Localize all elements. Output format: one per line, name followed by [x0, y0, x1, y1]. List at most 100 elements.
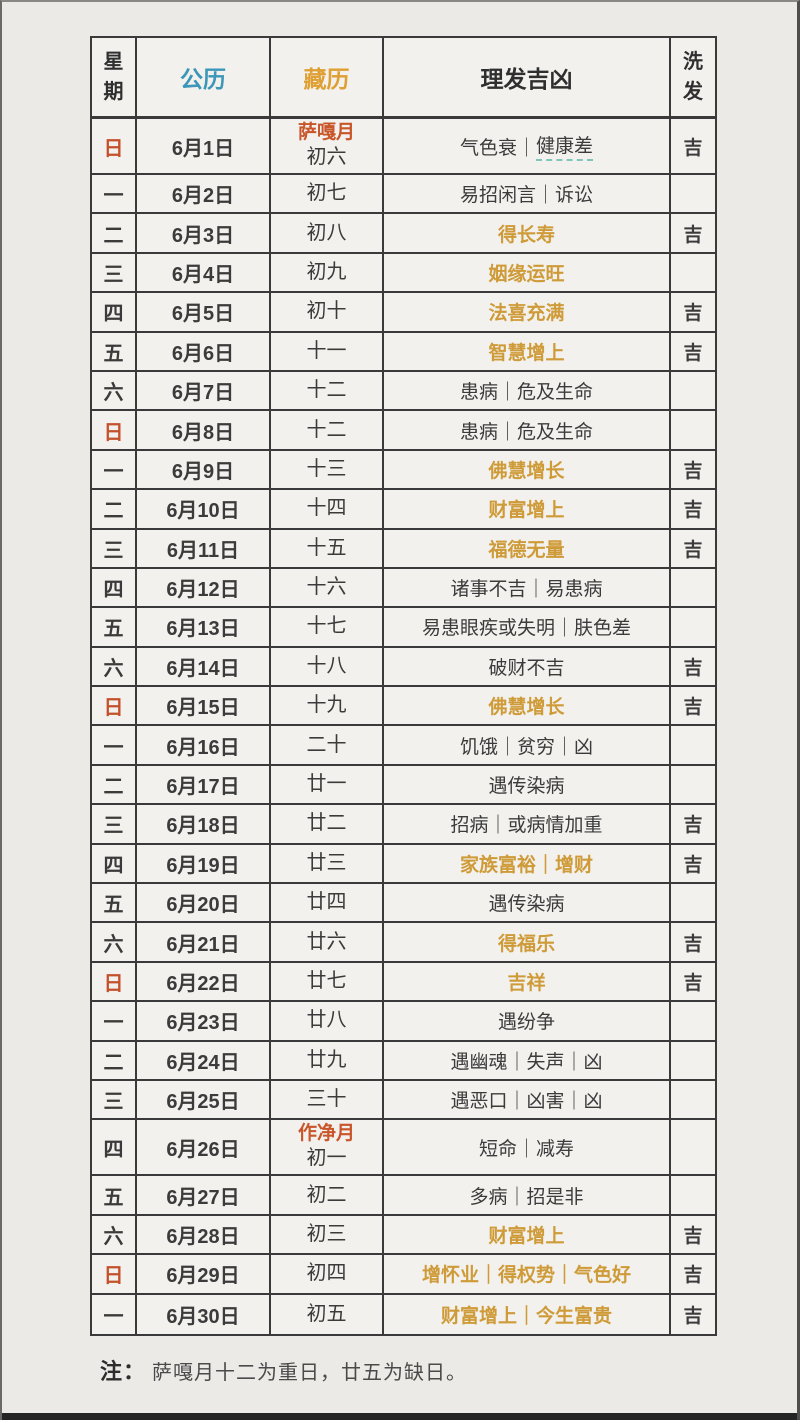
wash-cell [671, 175, 715, 212]
wash-cell [671, 372, 715, 409]
tibetan-date-cell: 初十 [271, 293, 384, 331]
weekday-cell: 四 [92, 844, 137, 883]
tibetan-date-cell: 初八 [271, 214, 384, 252]
gregorian-date-cell: 6月12日 [137, 568, 271, 607]
tibetan-date-cell: 初五 [271, 1294, 384, 1334]
table-header-row: 星 期 公历 藏历 理发吉凶 洗 发 [92, 38, 715, 119]
table-row: 三 6月25日 三十 遇恶口｜凶害｜凶 [92, 1080, 715, 1121]
wash-cell [671, 1081, 715, 1118]
wash-cell: 吉 [683, 500, 703, 522]
weekday-cell: 日 [92, 687, 137, 725]
header-wash-char-2: 发 [683, 81, 703, 103]
table-row: 四 6月19日 廿三 家族富裕｜增财吉 [92, 844, 715, 885]
weekday-cell: 日 [92, 119, 137, 173]
tibetan-day: 廿七 [306, 970, 347, 992]
table-row: 四 6月12日 十六 诸事不吉｜易患病 [92, 568, 715, 609]
fortune-cell: 遇纷争 [384, 1002, 671, 1040]
fortune-cell: 多病｜招是非 [384, 1176, 671, 1214]
footnote: 注： 萨嘎月十二为重日，廿五为缺日。 [100, 1354, 467, 1386]
table-row: 三 6月11日 十五 福德无量吉 [92, 529, 715, 569]
gregorian-date-cell: 6月17日 [137, 765, 271, 804]
fortune-cell: 饥饿｜贫穷｜凶 [384, 726, 671, 764]
gregorian-date-cell: 6月16日 [137, 726, 271, 764]
weekday-cell: 一 [92, 1294, 137, 1334]
gregorian-date-cell: 6月15日 [137, 687, 271, 725]
wash-cell: 吉 [683, 460, 703, 482]
fortune-text: 气色衰｜ [459, 137, 536, 159]
gregorian-date-cell: 6月7日 [137, 371, 271, 410]
table-row: 四 6月5日 初十 法喜充满吉 [92, 293, 715, 333]
tibetan-date-cell: 十二 [271, 411, 384, 449]
table-row: 三 6月18日 廿二 招病｜或病情加重吉 [92, 805, 715, 845]
table-row: 五 6月27日 初二 多病｜招是非 [92, 1176, 715, 1216]
calendar-table: 星 期 公历 藏历 理发吉凶 洗 发 日 6月1日 萨嘎月 初六 气色衰｜ 健康差吉一 6月… [90, 36, 717, 1336]
weekday-cell: 六 [92, 1215, 137, 1254]
fortune-cell: 得长寿 [384, 214, 671, 252]
wash-cell: 吉 [683, 342, 703, 364]
fortune-cell: 法喜充满 [384, 293, 671, 331]
fortune-cell: 短命｜减寿 [384, 1120, 671, 1175]
table-body: 日 6月1日 萨嘎月 初六 气色衰｜ 健康差吉一 6月2日 初七 易招闲言｜诉讼二 6月3日 初八得… [92, 119, 715, 1334]
tibetan-day: 十二 [306, 418, 347, 441]
table-row: 二 6月24日 廿九 遇幽魂｜失声｜凶 [92, 1041, 715, 1081]
header-tibetan: 藏历 [271, 38, 384, 116]
wash-cell: 吉 [683, 933, 703, 955]
fortune-cell: 患病｜危及生命 [384, 371, 671, 410]
wash-cell: 吉 [683, 854, 703, 876]
weekday-cell: 三 [92, 1080, 137, 1119]
fortune-cell: 佛慧增长 [384, 687, 671, 725]
bottom-edge-bar [2, 1413, 797, 1420]
header-weekday-char-1: 星 [103, 51, 124, 73]
tibetan-day: 初一 [306, 1147, 347, 1170]
header-weekday-char-2: 期 [103, 81, 124, 103]
fortune-cell: 患病｜危及生命 [384, 411, 671, 449]
tibetan-date-cell: 十四 [271, 490, 384, 528]
wash-cell: 吉 [683, 1305, 703, 1327]
weekday-cell: 二 [92, 214, 137, 252]
tibetan-date-cell: 廿七 [271, 962, 384, 1001]
weekday-cell: 五 [92, 1176, 137, 1214]
wash-cell: 吉 [683, 973, 703, 994]
table-row: 日 6月29日 初四 增怀业｜得权势｜气色好吉 [92, 1255, 715, 1295]
header-wash-char-1: 洗 [683, 51, 703, 73]
tibetan-day: 初九 [306, 260, 347, 283]
wash-cell: 吉 [683, 697, 703, 719]
weekday-cell: 二 [92, 1041, 137, 1079]
wash-cell [671, 766, 715, 803]
table-row: 一 6月9日 十三 佛慧增长吉 [92, 450, 715, 491]
tibetan-date-cell: 三十 [271, 1080, 384, 1119]
gregorian-date-cell: 6月21日 [137, 923, 271, 961]
tibetan-date-cell: 初九 [271, 253, 384, 292]
tibetan-day: 廿三 [306, 851, 347, 874]
fortune-cell: 易招闲言｜诉讼 [384, 175, 671, 213]
weekday-cell: 三 [92, 529, 137, 567]
weekday-cell: 一 [92, 726, 137, 764]
fortune-cell: 遇传染病 [384, 765, 671, 804]
gregorian-date-cell: 6月30日 [137, 1294, 271, 1334]
tibetan-date-cell: 作净月 初一 [271, 1120, 384, 1175]
gregorian-date-cell: 6月2日 [137, 175, 271, 213]
tibetan-day: 廿九 [306, 1048, 347, 1071]
wash-cell: 吉 [683, 657, 703, 679]
fortune-cell: 诸事不吉｜易患病 [384, 568, 671, 607]
tibetan-date-cell: 廿三 [271, 844, 384, 883]
wash-cell: 吉 [683, 1265, 703, 1287]
fortune-cell: 福德无量 [384, 529, 671, 567]
weekday-cell: 二 [92, 765, 137, 804]
gregorian-date-cell: 6月19日 [137, 844, 271, 883]
header-wash: 洗 发 [671, 38, 715, 116]
tibetan-date-cell: 萨嘎月 初六 [271, 119, 384, 173]
tibetan-date-cell: 初二 [271, 1176, 384, 1214]
wash-cell: 吉 [683, 539, 703, 561]
gregorian-date-cell: 6月24日 [137, 1041, 271, 1079]
wash-cell: 吉 [683, 137, 703, 159]
table-row: 五 6月20日 廿四 遇传染病 [92, 884, 715, 924]
footnote-label: 注： [100, 1359, 147, 1384]
weekday-cell: 六 [92, 647, 137, 686]
wash-cell [671, 1120, 715, 1174]
weekday-cell: 六 [92, 371, 137, 410]
table-row: 三 6月4日 初九 姻缘运旺 [92, 253, 715, 294]
tibetan-day: 廿二 [306, 812, 347, 835]
tibetan-day: 十七 [306, 615, 347, 638]
gregorian-date-cell: 6月27日 [137, 1176, 271, 1214]
